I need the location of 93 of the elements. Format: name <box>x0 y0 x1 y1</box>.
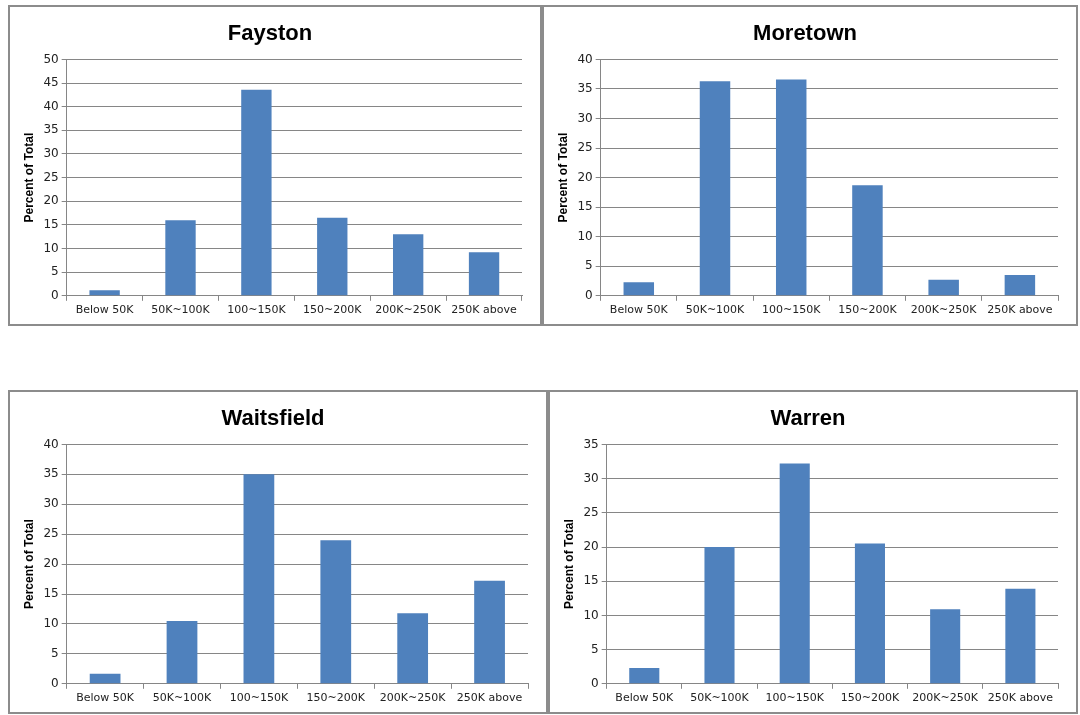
y-tick-label: 20 <box>577 169 593 184</box>
x-tick-label: Below 50K <box>76 691 135 705</box>
bar <box>89 673 121 684</box>
bar <box>468 252 500 296</box>
bar <box>930 609 961 684</box>
bar <box>852 185 883 296</box>
y-tick-label: 40 <box>43 436 59 451</box>
y-tick-label: 50 <box>43 51 59 66</box>
y-tick-label: 35 <box>577 81 593 96</box>
bar <box>166 620 198 684</box>
y-tick-label: 45 <box>43 75 59 90</box>
x-tick-label: Below 50K <box>615 691 674 705</box>
x-tick-label: 200K~250K <box>379 691 447 705</box>
y-tick-label: 30 <box>583 470 599 485</box>
bar <box>474 580 505 684</box>
bar <box>699 81 731 296</box>
y-tick-label: 10 <box>43 616 59 631</box>
x-tick-label: 200K~250K <box>910 303 978 317</box>
x-tick-label: Below 50K <box>609 303 669 317</box>
y-tick-label: 20 <box>583 539 599 554</box>
y-tick-label: 35 <box>43 122 59 137</box>
x-tick-label: 50K~100K <box>690 691 750 705</box>
chart-title: Waitsfield <box>221 405 325 431</box>
y-tick-label: 5 <box>585 258 593 273</box>
bar <box>704 547 735 684</box>
x-tick-label: 200K~250K <box>375 303 442 317</box>
y-tick-label: 40 <box>43 98 59 113</box>
x-tick-label: 250K above <box>987 691 1054 705</box>
x-tick-label: 100~150K <box>765 691 825 705</box>
x-tick-label: 150~200K <box>838 303 898 317</box>
bar <box>629 668 660 684</box>
bar <box>779 463 810 684</box>
x-tick-label: 150~200K <box>303 303 363 317</box>
y-tick-label: 25 <box>43 526 59 541</box>
x-tick-label: Below 50K <box>75 303 135 317</box>
y-tick-label: 10 <box>583 607 599 622</box>
x-tick-label: 150~200K <box>840 691 900 705</box>
y-tick-label: 15 <box>583 573 599 588</box>
x-tick-label: 250K above <box>456 691 523 705</box>
chart-title: Fayston <box>227 20 313 46</box>
x-tick-label: 50K~100K <box>151 303 211 317</box>
y-axis-title: Percent of Total <box>555 132 570 223</box>
bar <box>1004 275 1036 296</box>
y-tick-label: 20 <box>43 193 59 208</box>
y-tick-label: 5 <box>51 646 59 660</box>
y-axis-title: Percent of Total <box>21 132 36 223</box>
x-tick-label: 100~150K <box>762 303 822 317</box>
y-tick-label: 25 <box>577 140 593 155</box>
y-tick-label: 30 <box>577 110 593 125</box>
bar <box>165 220 196 296</box>
bar <box>89 290 120 296</box>
x-tick-label: 100~150K <box>229 691 289 705</box>
bar <box>928 279 959 296</box>
bar <box>854 543 885 684</box>
bar <box>1005 588 1036 684</box>
y-tick-label: 0 <box>51 675 59 690</box>
y-tick-label: 5 <box>51 264 59 279</box>
bar <box>775 79 807 296</box>
y-tick-label: 10 <box>43 240 59 255</box>
bar <box>243 474 275 684</box>
y-tick-label: 25 <box>583 504 599 519</box>
y-tick-label: 20 <box>43 556 59 571</box>
y-tick-label: 0 <box>51 287 59 302</box>
y-axis-title: Percent of Total <box>21 519 36 609</box>
y-tick-label: 35 <box>583 436 599 451</box>
x-tick-label: 250K above <box>451 303 518 317</box>
bar <box>317 217 348 296</box>
bar <box>397 613 429 684</box>
x-tick-label: 150~200K <box>306 691 366 705</box>
y-tick-label: 5 <box>591 641 599 656</box>
chart-title: Warren <box>770 405 846 431</box>
y-tick-label: 15 <box>577 199 593 214</box>
x-tick-label: 50K~100K <box>685 303 746 317</box>
x-tick-label: 200K~250K <box>912 691 979 705</box>
bar <box>241 89 272 296</box>
y-tick-label: 10 <box>577 228 593 243</box>
y-axis-title: Percent of Total <box>561 519 576 609</box>
y-tick-label: 15 <box>43 217 59 232</box>
y-tick-label: 30 <box>43 146 59 161</box>
y-tick-label: 15 <box>43 586 59 601</box>
y-tick-label: 25 <box>43 169 59 184</box>
bar <box>392 234 424 296</box>
x-tick-label: 250K above <box>987 303 1053 317</box>
y-tick-label: 40 <box>577 51 593 66</box>
x-tick-label: 100~150K <box>227 303 287 317</box>
y-tick-label: 0 <box>585 287 593 302</box>
chart-title: Moretown <box>753 20 857 46</box>
x-tick-label: 50K~100K <box>152 691 213 705</box>
y-tick-label: 35 <box>43 466 59 481</box>
y-tick-label: 30 <box>43 496 59 511</box>
bar <box>623 282 655 296</box>
y-tick-label: 0 <box>591 675 599 690</box>
bar <box>320 540 352 684</box>
